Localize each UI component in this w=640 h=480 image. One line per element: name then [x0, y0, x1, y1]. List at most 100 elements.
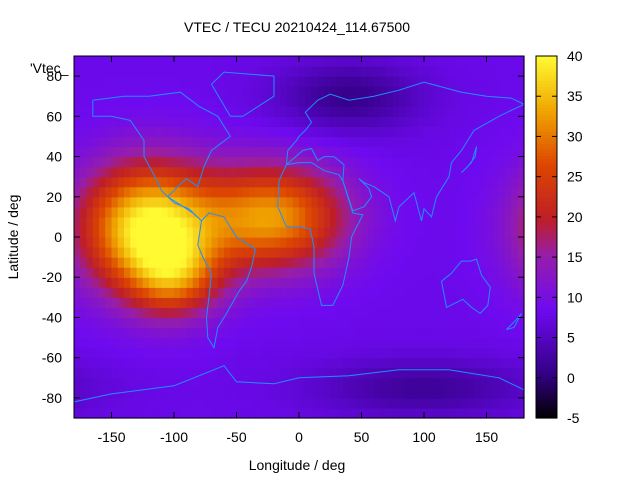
- heatmap-cell: [336, 86, 344, 97]
- heatmap-cell: [405, 337, 413, 349]
- heatmap-cell: [292, 247, 300, 258]
- heatmap-cell: [286, 247, 294, 258]
- heatmap-cell: [149, 196, 156, 208]
- heatmap-cell: [111, 297, 119, 308]
- heatmap-cell: [455, 126, 463, 138]
- heatmap-cell: [149, 297, 156, 308]
- heatmap-cell: [517, 196, 525, 208]
- heatmap-cell: [280, 196, 288, 208]
- heatmap-cell: [499, 66, 506, 77]
- heatmap-cell: [324, 96, 331, 107]
- heatmap-cell: [330, 196, 338, 208]
- heatmap-cell: [430, 397, 438, 409]
- heatmap-cell: [155, 176, 163, 188]
- heatmap-cell: [117, 126, 125, 138]
- heatmap-cell: [242, 357, 250, 369]
- heatmap-cell: [499, 367, 506, 379]
- heatmap-cell: [292, 317, 300, 329]
- heatmap-cell: [355, 126, 363, 138]
- heatmap-cell: [417, 76, 425, 87]
- heatmap-cell: [149, 56, 156, 67]
- heatmap-cell: [486, 226, 494, 238]
- heatmap-cell: [167, 206, 175, 218]
- heatmap-cell: [392, 156, 400, 168]
- heatmap-cell: [474, 297, 481, 308]
- heatmap-cell: [74, 387, 81, 399]
- x-tick-label: -50: [226, 429, 246, 445]
- heatmap-cell: [467, 96, 475, 107]
- heatmap-cell: [280, 226, 288, 238]
- heatmap-cell: [242, 226, 250, 238]
- heatmap-cell: [286, 126, 294, 138]
- heatmap-cell: [305, 146, 313, 158]
- heatmap-cell: [380, 126, 388, 138]
- heatmap-cell: [380, 287, 388, 298]
- heatmap-cell: [486, 247, 494, 258]
- heatmap-cell: [267, 377, 275, 389]
- heatmap-cell: [455, 106, 463, 117]
- heatmap-cell: [155, 307, 163, 319]
- heatmap-cell: [499, 277, 506, 288]
- heatmap-cell: [442, 407, 450, 419]
- heatmap-cell: [155, 106, 163, 117]
- heatmap-cell: [180, 407, 188, 419]
- heatmap-cell: [130, 317, 138, 329]
- heatmap-cell: [442, 397, 450, 409]
- heatmap-cell: [242, 337, 250, 349]
- heatmap-cell: [367, 327, 375, 339]
- heatmap-cell: [492, 176, 500, 188]
- heatmap-cell: [411, 347, 419, 359]
- heatmap-cell: [124, 116, 131, 127]
- heatmap-cell: [274, 206, 281, 218]
- colorbar-segment: [536, 92, 557, 96]
- heatmap-cell: [417, 86, 425, 97]
- heatmap-cell: [342, 277, 350, 288]
- heatmap-cell: [461, 186, 469, 198]
- heatmap-cell: [199, 66, 206, 77]
- heatmap-cell: [349, 337, 356, 349]
- heatmap-cell: [449, 186, 456, 198]
- heatmap-cell: [411, 287, 419, 298]
- colorbar-segment: [536, 363, 557, 368]
- heatmap-cell: [261, 327, 269, 339]
- heatmap-cell: [217, 407, 225, 419]
- heatmap-cell: [299, 397, 306, 409]
- heatmap-cell: [399, 76, 406, 87]
- heatmap-cell: [192, 287, 200, 298]
- heatmap-cell: [149, 347, 156, 359]
- heatmap-cell: [292, 116, 300, 127]
- heatmap-cell: [342, 196, 350, 208]
- heatmap-cell: [317, 226, 325, 238]
- heatmap-cell: [367, 357, 375, 369]
- heatmap-cell: [255, 407, 263, 419]
- heatmap-cell: [230, 206, 238, 218]
- heatmap-cell: [374, 216, 381, 228]
- colorbar-segment: [536, 393, 557, 398]
- heatmap-cell: [474, 327, 481, 339]
- heatmap-cell: [224, 397, 231, 409]
- heatmap-cell: [342, 337, 350, 349]
- heatmap-cell: [142, 216, 150, 228]
- heatmap-cell: [367, 166, 375, 178]
- heatmap-cell: [117, 407, 125, 419]
- heatmap-cell: [230, 347, 238, 359]
- heatmap-cell: [286, 387, 294, 399]
- heatmap-cell: [399, 126, 406, 138]
- heatmap-cell: [292, 156, 300, 168]
- heatmap-cell: [480, 96, 488, 107]
- heatmap-cell: [324, 216, 331, 228]
- heatmap-cell: [217, 186, 225, 198]
- heatmap-cell: [105, 156, 113, 168]
- heatmap-cell: [324, 156, 331, 168]
- heatmap-cell: [330, 397, 338, 409]
- heatmap-cell: [317, 387, 325, 399]
- heatmap-cell: [161, 247, 169, 258]
- heatmap-cell: [317, 86, 325, 97]
- heatmap-cell: [80, 237, 88, 248]
- heatmap-cell: [292, 347, 300, 359]
- heatmap-cell: [399, 287, 406, 298]
- heatmap-cell: [474, 156, 481, 168]
- heatmap-cell: [155, 297, 163, 308]
- heatmap-cell: [142, 86, 150, 97]
- heatmap-cell: [317, 257, 325, 268]
